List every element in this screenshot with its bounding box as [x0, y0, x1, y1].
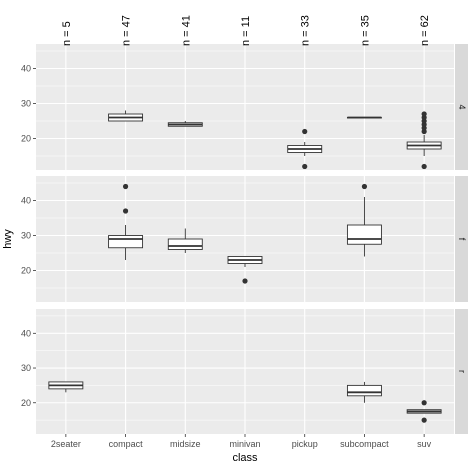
- y-tick-label: 40: [21, 64, 31, 74]
- outlier-point: [421, 400, 427, 406]
- facet-strip: [455, 44, 468, 170]
- x-tick-label: 2seater: [51, 439, 81, 449]
- facet-strip-label: r: [457, 370, 467, 373]
- y-axis-title: hwy: [2, 229, 14, 249]
- y-tick-label: 30: [21, 99, 31, 109]
- x-tick-label: minivan: [229, 439, 260, 449]
- box: [346, 224, 382, 245]
- outlier-point: [421, 417, 427, 423]
- x-tick-label: suv: [417, 439, 432, 449]
- outlier-point: [122, 183, 129, 190]
- y-tick-label: 20: [21, 134, 31, 144]
- x-tick-label: compact: [109, 439, 144, 449]
- outlier-point: [302, 163, 308, 170]
- box: [346, 384, 382, 397]
- facet-strip-label: 4: [457, 104, 467, 109]
- y-tick-label: 40: [21, 196, 31, 206]
- x-axis-title: class: [232, 452, 258, 464]
- x-tick-label: subcompact: [340, 439, 389, 449]
- facet-strip-label: f: [457, 238, 467, 241]
- facet-strip: [455, 309, 468, 434]
- outlier-point: [421, 111, 427, 117]
- box: [108, 235, 144, 249]
- y-tick-label: 30: [21, 231, 31, 241]
- outlier-point: [421, 163, 427, 170]
- outlier-point: [242, 278, 248, 284]
- count-label: n = 33: [300, 15, 312, 46]
- count-label: n = 11: [240, 16, 252, 46]
- outlier-point: [361, 183, 368, 190]
- y-tick-label: 20: [21, 398, 31, 408]
- outlier-point: [122, 208, 129, 214]
- x-tick-label: pickup: [292, 439, 318, 449]
- box: [167, 238, 203, 250]
- facet-strip: [455, 176, 468, 302]
- y-tick-label: 40: [21, 328, 31, 338]
- count-label: n = 62: [419, 15, 431, 46]
- count-label: n = 47: [121, 15, 133, 46]
- x-tick-label: midsize: [170, 439, 201, 449]
- count-label: n = 41: [180, 15, 192, 46]
- outlier-point: [302, 128, 308, 135]
- y-tick-label: 30: [21, 363, 31, 373]
- count-label: n = 5: [61, 21, 73, 46]
- count-label: n = 35: [359, 15, 371, 46]
- y-tick-label: 20: [21, 266, 31, 276]
